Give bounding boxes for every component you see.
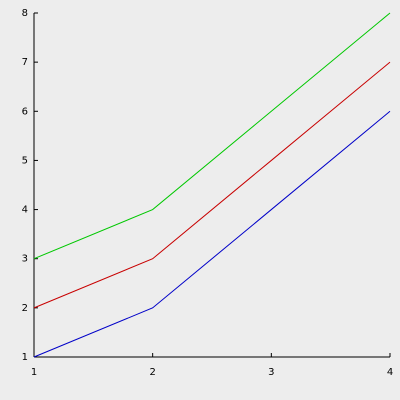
y-tick-label: 8 bbox=[22, 8, 28, 19]
series-line bbox=[33, 110, 391, 358]
y-tick-label: 5 bbox=[22, 155, 28, 166]
y-tick-label: 3 bbox=[22, 254, 28, 265]
x-tick-label: 2 bbox=[149, 367, 155, 378]
y-tick-label: 2 bbox=[22, 303, 28, 314]
series-line bbox=[33, 12, 391, 260]
series-line bbox=[33, 61, 391, 309]
x-tick-label: 3 bbox=[268, 367, 274, 378]
y-tick-label: 6 bbox=[22, 106, 28, 117]
y-tick-label: 7 bbox=[22, 57, 28, 68]
y-tick-label: 4 bbox=[22, 205, 28, 216]
y-tick-label: 1 bbox=[22, 352, 28, 363]
x-tick-label: 1 bbox=[31, 367, 37, 378]
x-tick-label: 4 bbox=[387, 367, 393, 378]
